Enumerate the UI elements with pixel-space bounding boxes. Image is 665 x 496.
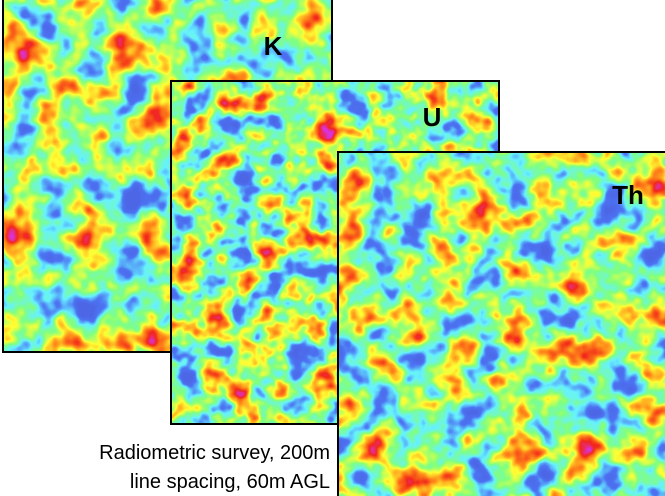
panel-label: Th xyxy=(612,180,644,210)
panel-label: K xyxy=(264,31,283,61)
panel-label: U xyxy=(423,102,442,132)
caption-line: line spacing, 60m AGL xyxy=(130,471,330,493)
panel-th: Th xyxy=(338,152,665,496)
page: K U Th Radiometric survey, 200m line spa… xyxy=(0,0,665,496)
figure: K U Th Radiometric survey, 200m line spa… xyxy=(0,0,665,496)
caption-line: Radiometric survey, 200m xyxy=(99,442,330,464)
